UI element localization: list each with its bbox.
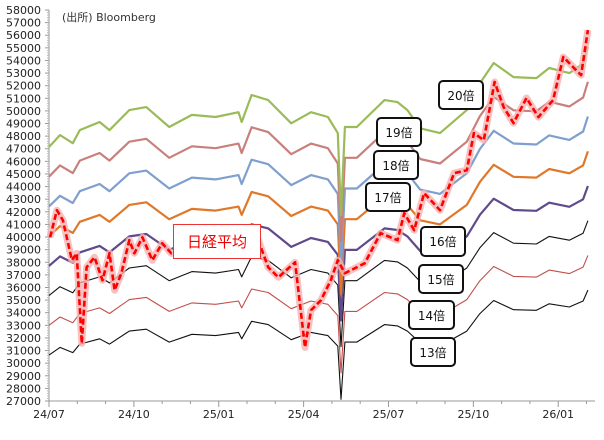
y-tick-label: 40000 [6,231,41,244]
y-tick-label: 56000 [6,29,41,42]
y-tick-label: 55000 [6,42,41,55]
label-15x: 15倍 [418,264,464,294]
series-line-17x [48,150,589,296]
y-tick-label: 49000 [6,118,41,131]
series-line-19x [48,81,589,243]
y-tick-label: 52000 [6,80,41,93]
series-line-14x [48,255,589,374]
y-tick-label: 53000 [6,67,41,80]
y-tick-label: 35000 [6,294,41,307]
x-tick-label: 25/10 [458,408,490,421]
y-tick-label: 30000 [6,357,41,370]
y-tick-label: 44000 [6,181,41,194]
y-tick-label: 27000 [6,395,41,408]
y-tick-label: 39000 [6,244,41,257]
y-tick-label: 45000 [6,168,41,181]
nikkei-line [48,29,590,349]
x-tick-label: 25/04 [288,408,320,421]
series-lines [46,29,592,400]
label-19x: 19倍 [376,117,422,147]
series-line-13x [48,289,589,400]
y-tick-label: 28000 [6,382,41,395]
label-16x: 16倍 [420,226,466,257]
y-tick-label: 34000 [6,307,41,320]
label-17x: 17倍 [365,182,411,212]
y-tick-label: 43000 [6,193,41,206]
nikkei-label: 日経平均 [173,224,261,259]
y-tick-label: 50000 [6,105,41,118]
x-tick-label: 25/01 [203,408,235,421]
label-14x: 14倍 [408,300,455,330]
y-tick-label: 36000 [6,281,41,294]
y-tick-label: 47000 [6,143,41,156]
label-13x: 13倍 [410,337,456,367]
series-line-18x [48,116,589,269]
y-tick-label: 48000 [6,130,41,143]
label-18x: 18倍 [373,150,419,180]
y-tick-label: 57000 [6,17,41,30]
source-note: (出所) Bloomberg [62,10,156,24]
y-tick-label: 38000 [6,256,41,269]
x-tick-label: 25/07 [373,408,405,421]
y-tick-label: 29000 [6,370,41,383]
y-tick-label: 32000 [6,332,41,345]
y-tick-label: 41000 [6,218,41,231]
x-tick-label: 24/10 [118,408,150,421]
y-tick-label: 51000 [6,92,41,105]
y-tick-label: 37000 [6,269,41,282]
label-20x: 20倍 [438,80,484,110]
axes: 2700028000290003000031000320003300034000… [6,4,595,421]
y-tick-label: 54000 [6,54,41,67]
y-tick-label: 58000 [6,4,41,17]
y-tick-label: 31000 [6,345,41,358]
x-tick-label: 24/07 [33,408,65,421]
y-tick-label: 42000 [6,206,41,219]
y-tick-label: 46000 [6,155,41,168]
series-line-20x [48,46,589,217]
x-tick-label: 26/01 [542,408,574,421]
y-tick-label: 33000 [6,319,41,332]
